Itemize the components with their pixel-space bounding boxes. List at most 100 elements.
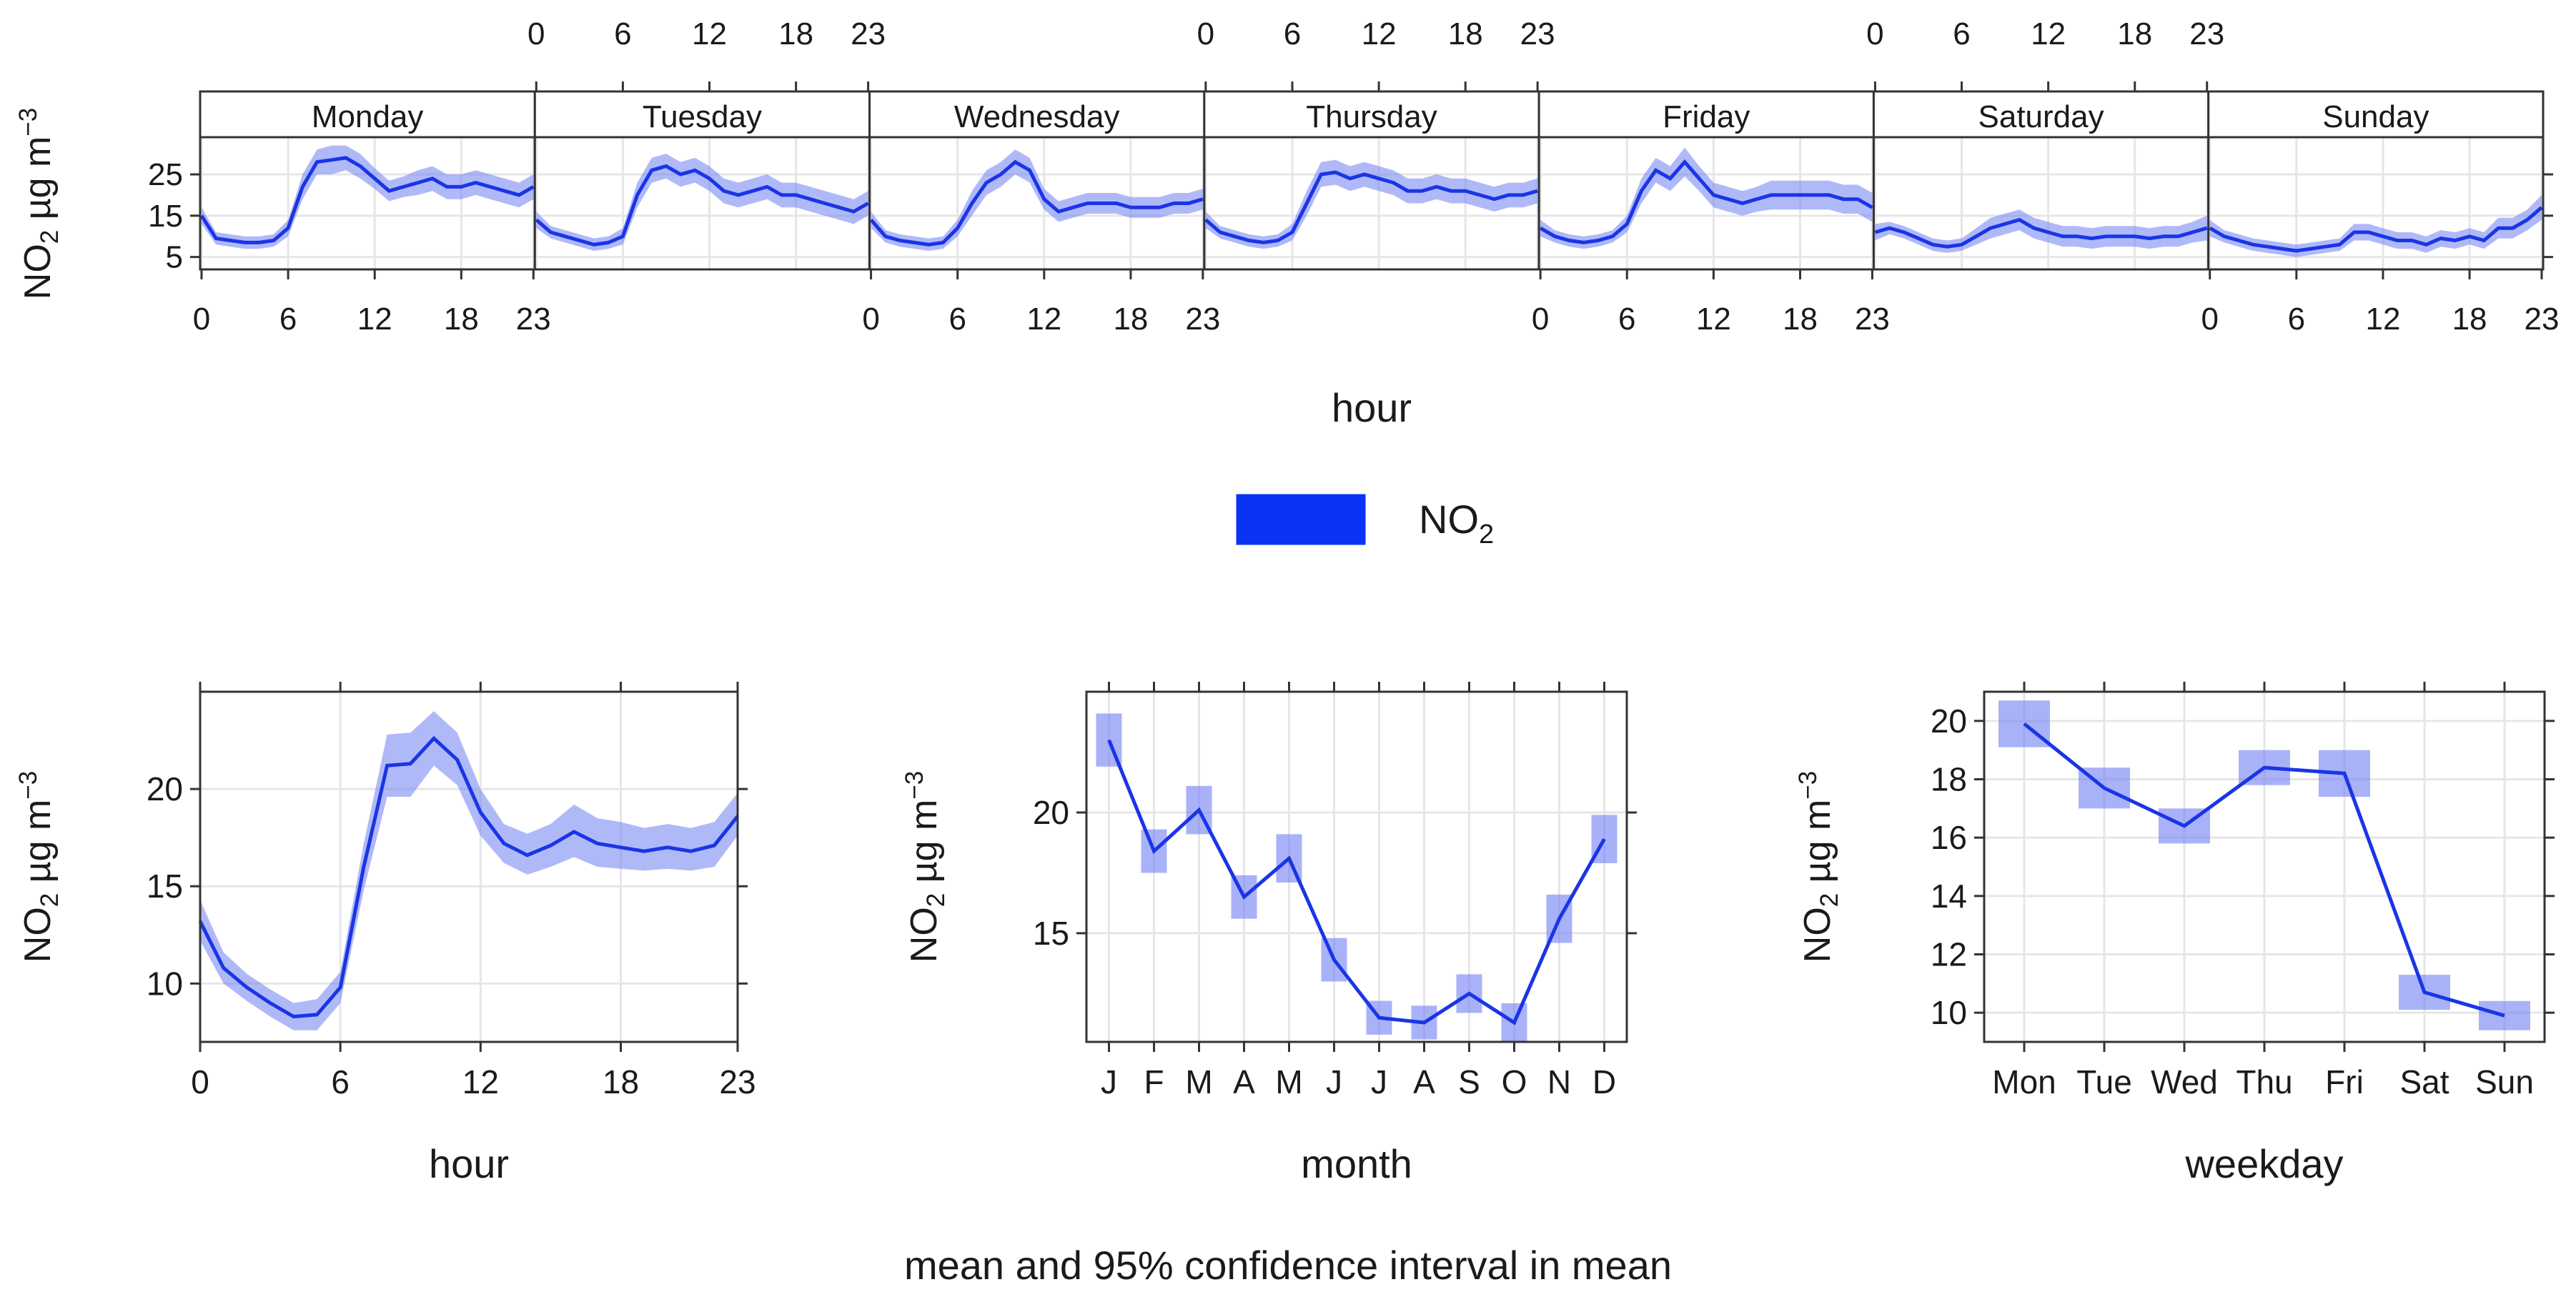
x-tick-label: 23 [2525, 302, 2560, 337]
y-axis-label-main: NO [17, 244, 59, 299]
caption: mean and 95% confidence interval in mean [904, 1243, 1672, 1288]
x-tick-label: 18 [2452, 302, 2487, 337]
x-tick-label: A [1413, 1063, 1435, 1100]
x-tick-label: M [1275, 1063, 1302, 1100]
strip-friday [1537, 90, 1875, 139]
panel-frame [1085, 690, 1628, 1043]
mean-line-sunday [2209, 206, 2543, 253]
x-tick-label: Mon [1992, 1063, 2056, 1100]
x-tick-label: Tue [2076, 1063, 2132, 1100]
x-tick-label: D [1592, 1063, 1616, 1100]
mean-line [2023, 722, 2505, 1018]
mean-line [1107, 739, 1606, 1025]
panel-tuesday: Tuesday 0 6 12 18 23 [527, 16, 886, 271]
legend: NO2 [1236, 494, 1494, 550]
y-axis-label: NO2 µg m−3 [14, 108, 64, 299]
panel-frame [199, 136, 536, 271]
x-tick-label-top: 0 [1197, 16, 1214, 51]
x-tick-label-top: 12 [1362, 16, 1397, 51]
y-tick-label: 20 [1033, 794, 1069, 831]
x-tick-label: 0 [2201, 302, 2218, 337]
x-tick-label: 18 [1783, 302, 1818, 337]
y-axis-label-unit: µg m [903, 800, 945, 893]
x-tick-label: 23 [1185, 302, 1220, 337]
panel-wednesday: Wednesday 0 6 12 18 23 [862, 90, 1220, 337]
legend-label: NO2 [1419, 497, 1494, 550]
y-tick-label: 16 [1931, 819, 1967, 856]
x-tick-label-top: 12 [692, 16, 727, 51]
x-tick-label: 0 [1532, 302, 1549, 337]
x-axis-label: weekday [2184, 1141, 2343, 1186]
y-axis-label: NO2 µg m−3 [14, 771, 64, 963]
x-tick-label: N [1547, 1063, 1571, 1100]
panel-frame [2207, 136, 2545, 271]
panel-sunday: Sunday 0 6 12 18 23 [2201, 90, 2560, 337]
x-tick-label-top: 0 [1866, 16, 1883, 51]
panel-saturday: Saturday 0 6 12 18 23 [1866, 16, 2224, 271]
x-tick-label: 12 [1696, 302, 1731, 337]
y-axis-label-sup: −3 [14, 108, 42, 136]
panel-frame [199, 690, 739, 1043]
x-tick-label: Sun [2475, 1063, 2534, 1100]
mean-line-monday [199, 156, 535, 244]
x-tick-label: O [1502, 1063, 1527, 1100]
x-tick-label-top: 6 [1953, 16, 1970, 51]
ci-band-friday [1540, 147, 1873, 249]
x-tick-label: J [1326, 1063, 1342, 1100]
strip-sunday [2207, 90, 2545, 139]
x-tick-label-top: 18 [778, 16, 813, 51]
y-tick-label: 18 [1931, 761, 1967, 798]
y-tick-label: 20 [147, 770, 183, 807]
y-axis-label-sup: −3 [1794, 771, 1822, 800]
panel-frame [1872, 136, 2210, 271]
x-tick-label: J [1101, 1063, 1117, 1100]
y-tick-label: 10 [147, 965, 183, 1002]
x-tick-label-top: 23 [1520, 16, 1555, 51]
panel-monday: Monday 0 6 12 18 23 [193, 90, 551, 337]
legend-swatch [1236, 494, 1366, 545]
x-tick-label: 23 [516, 302, 551, 337]
x-tick-label-top: 23 [851, 16, 886, 51]
y-tick-label: 12 [1931, 936, 1967, 973]
x-tick-label: 6 [331, 1063, 350, 1100]
x-axis-label: hour [1332, 385, 1412, 430]
panel-thursday: Thursday 0 6 12 18 23 [1197, 16, 1555, 271]
y-axis-label-sub: 2 [36, 893, 64, 907]
y-axis-label-unit: µg m [17, 800, 59, 893]
x-tick-label-top: 18 [1448, 16, 1483, 51]
x-tick-label: S [1458, 1063, 1480, 1100]
mean-line-tuesday [535, 164, 869, 247]
x-tick-label: 6 [2288, 302, 2305, 337]
x-tick-label: 6 [1618, 302, 1635, 337]
y-axis-label-sub: 2 [1815, 893, 1843, 907]
y-axis-label: NO2 µg m−3 [1794, 771, 1843, 963]
y-axis-label: NO2 µg m−3 [901, 771, 950, 963]
y-axis-label-sub: 2 [922, 893, 950, 907]
mean-line-wednesday [869, 159, 1204, 247]
mean-line-thursday [1204, 170, 1538, 244]
strip-label-monday: Monday [312, 99, 424, 134]
x-tick-label: Fri [2325, 1063, 2364, 1100]
strip-monday [199, 90, 536, 139]
ci-band-wednesday [871, 149, 1203, 251]
y-axis-label-sub: 2 [36, 230, 64, 244]
y-axis-label-unit: µg m [17, 136, 59, 230]
x-tick-label: 12 [1026, 302, 1061, 337]
y-tick-label: 25 [148, 157, 183, 192]
strip-label-thursday: Thursday [1306, 99, 1437, 134]
x-tick-label-top: 6 [1284, 16, 1301, 51]
x-tick-label: 23 [1855, 302, 1890, 337]
strip-tuesday [533, 90, 871, 139]
mean-line-saturday [1874, 217, 2208, 249]
y-tick-label: 5 [166, 240, 183, 275]
x-tick-label: 18 [603, 1063, 639, 1100]
hour-chart: 10 15 20 0 6 12 18 23 hour NO2 µg m−3 [14, 682, 756, 1186]
y-axis-label-main: NO [903, 907, 945, 963]
x-tick-label: J [1371, 1063, 1387, 1100]
x-tick-label: A [1233, 1063, 1255, 1100]
x-tick-label: 23 [719, 1063, 756, 1100]
panel-friday: Friday 0 6 12 18 23 [1532, 90, 1890, 337]
y-tick-label: 15 [148, 199, 183, 234]
weekday-chart: 10 12 14 16 18 20 Mon Tue Wed Thu Fri Sat Sun weekday… [1794, 682, 2555, 1186]
